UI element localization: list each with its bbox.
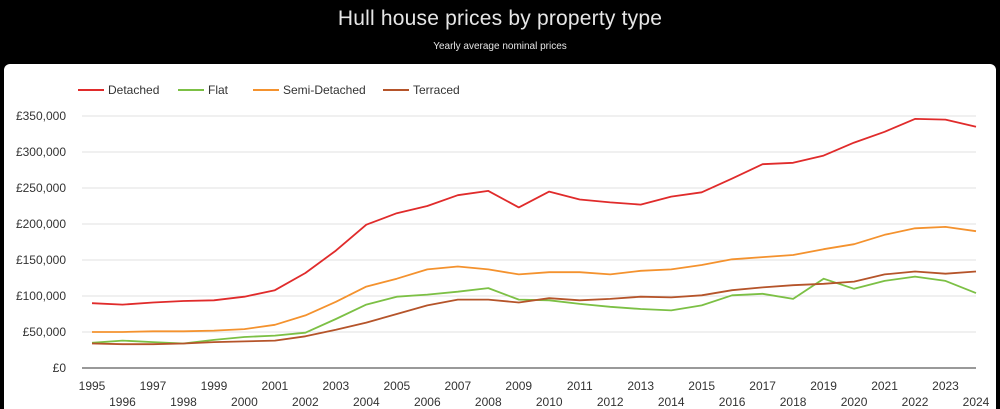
series-line-terraced <box>91 270 977 346</box>
x-tick-label: 2014 <box>658 395 685 409</box>
x-tick-label: 1999 <box>201 379 228 393</box>
series-line-semi-detached <box>92 225 977 333</box>
legend-label: Semi-Detached <box>283 83 366 97</box>
x-tick-label: 2017 <box>749 379 776 393</box>
chart-panel <box>4 64 996 409</box>
x-tick-label: 2019 <box>810 379 837 393</box>
x-tick-label: 2009 <box>505 379 532 393</box>
series-line-flat <box>91 275 977 345</box>
x-tick-label: 2020 <box>841 395 868 409</box>
x-tick-label: 1995 <box>79 379 106 393</box>
line-chart: £0 £50,000 £100,000 £150,000 £200,000 £250,00… <box>16 83 990 409</box>
x-tick-label: 2004 <box>353 395 380 409</box>
chart-subtitle: Yearly average nominal prices <box>433 41 567 52</box>
y-tick-label: £350,000 <box>16 109 66 123</box>
x-tick-label: 1996 <box>109 395 136 409</box>
chart-title: Hull house prices by property type <box>337 7 663 30</box>
x-tick-label: 2015 <box>688 379 715 393</box>
y-tick-label: £50,000 <box>23 325 67 339</box>
x-tick-label: 2024 <box>963 395 990 409</box>
legend-label: Detached <box>108 83 159 97</box>
x-tick-label: 2000 <box>231 395 258 409</box>
legend-label: Flat <box>208 83 229 97</box>
x-tick-label: 2012 <box>597 395 624 409</box>
y-tick-label: £250,000 <box>16 181 66 195</box>
x-tick-label: 2003 <box>323 379 350 393</box>
x-tick-label: 2016 <box>719 395 746 409</box>
x-tick-label: 2011 <box>567 379 593 393</box>
y-tick-label: £0 <box>53 361 67 375</box>
x-tick-label: 2006 <box>414 395 441 409</box>
x-tick-label: 2001 <box>262 379 289 393</box>
x-tick-label: 2021 <box>871 379 898 393</box>
x-tick-label: 2005 <box>383 379 410 393</box>
x-tick-label: 2002 <box>292 395 319 409</box>
x-tick-label: 2013 <box>627 379 654 393</box>
x-tick-label: 2022 <box>902 395 929 409</box>
x-tick-label: 2007 <box>444 379 471 393</box>
y-tick-label: £200,000 <box>16 217 66 231</box>
y-tick-label: £100,000 <box>16 289 66 303</box>
x-tick-label: 1998 <box>170 395 197 409</box>
x-tick-label: 2023 <box>932 379 959 393</box>
x-tick-label: 2010 <box>536 395 563 409</box>
x-tick-label: 1997 <box>140 379 167 393</box>
chart-header: Hull house prices by property type Yearl… <box>0 0 1000 64</box>
legend-label: Terraced <box>413 83 460 97</box>
x-tick-label: 2018 <box>780 395 807 409</box>
y-tick-label: £300,000 <box>16 145 66 159</box>
x-tick-label: 2008 <box>475 395 502 409</box>
series-line-detached <box>91 118 977 306</box>
y-tick-label: £150,000 <box>16 253 66 267</box>
